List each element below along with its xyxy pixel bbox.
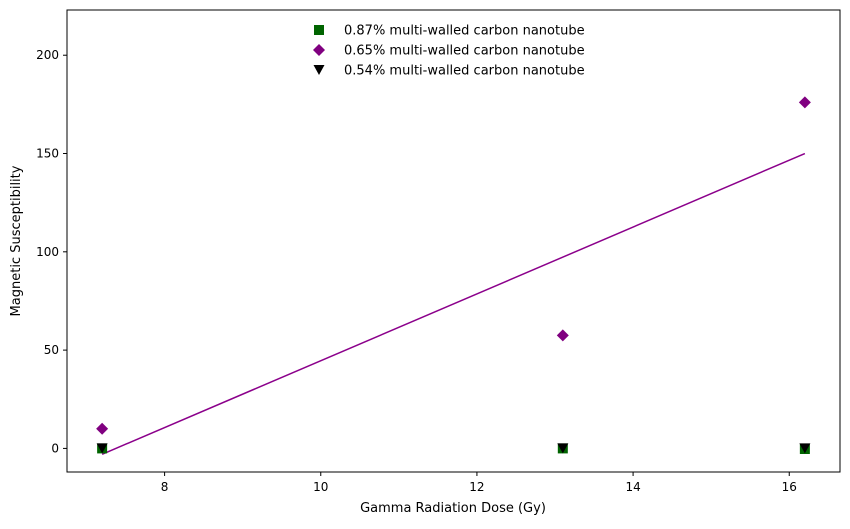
data-point-series-2 — [798, 96, 811, 109]
data-point-series-2 — [556, 329, 569, 342]
legend-marker — [313, 44, 325, 56]
y-tick-label: 0 — [51, 441, 59, 455]
y-tick-label: 200 — [36, 48, 59, 62]
legend-label: 0.65% multi-walled carbon nanotube — [344, 44, 585, 59]
x-tick-label: 12 — [469, 480, 484, 494]
x-tick-label: 10 — [313, 480, 328, 494]
x-tick-label: 8 — [161, 480, 169, 494]
data-point-series-3 — [557, 443, 569, 454]
x-tick-label: 14 — [625, 480, 640, 494]
y-tick-label: 150 — [36, 147, 59, 161]
x-axis-label: Gamma Radiation Dose (Gy) — [360, 501, 546, 516]
legend-marker — [313, 65, 325, 75]
y-axis-label: Magnetic Susceptibility — [9, 165, 24, 316]
legend-label: 0.54% multi-walled carbon nanotube — [344, 64, 585, 79]
legend-marker — [314, 25, 324, 35]
data-points — [96, 96, 811, 454]
trend-line — [101, 152, 806, 455]
y-tick-label: 100 — [36, 245, 59, 259]
y-tick-label: 50 — [44, 343, 59, 357]
plot-area — [66, 9, 841, 473]
legend: 0.87% multi-walled carbon nanotube 0.65% … — [313, 24, 585, 79]
data-point-series-2 — [96, 422, 109, 435]
data-point-series-3 — [799, 443, 811, 454]
fit-line-layer — [101, 152, 806, 455]
data-point-series-3 — [96, 443, 108, 454]
y-axis: 0 50 100 150 200 — [36, 48, 67, 455]
legend-label: 0.87% multi-walled carbon nanotube — [344, 24, 585, 39]
x-axis: 8 10 12 14 16 — [161, 472, 797, 494]
x-tick-label: 16 — [782, 480, 797, 494]
